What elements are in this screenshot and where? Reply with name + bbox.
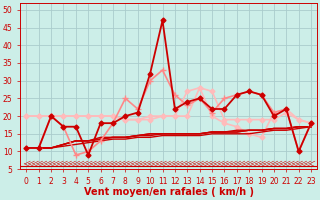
X-axis label: Vent moyen/en rafales ( km/h ): Vent moyen/en rafales ( km/h ) xyxy=(84,187,254,197)
